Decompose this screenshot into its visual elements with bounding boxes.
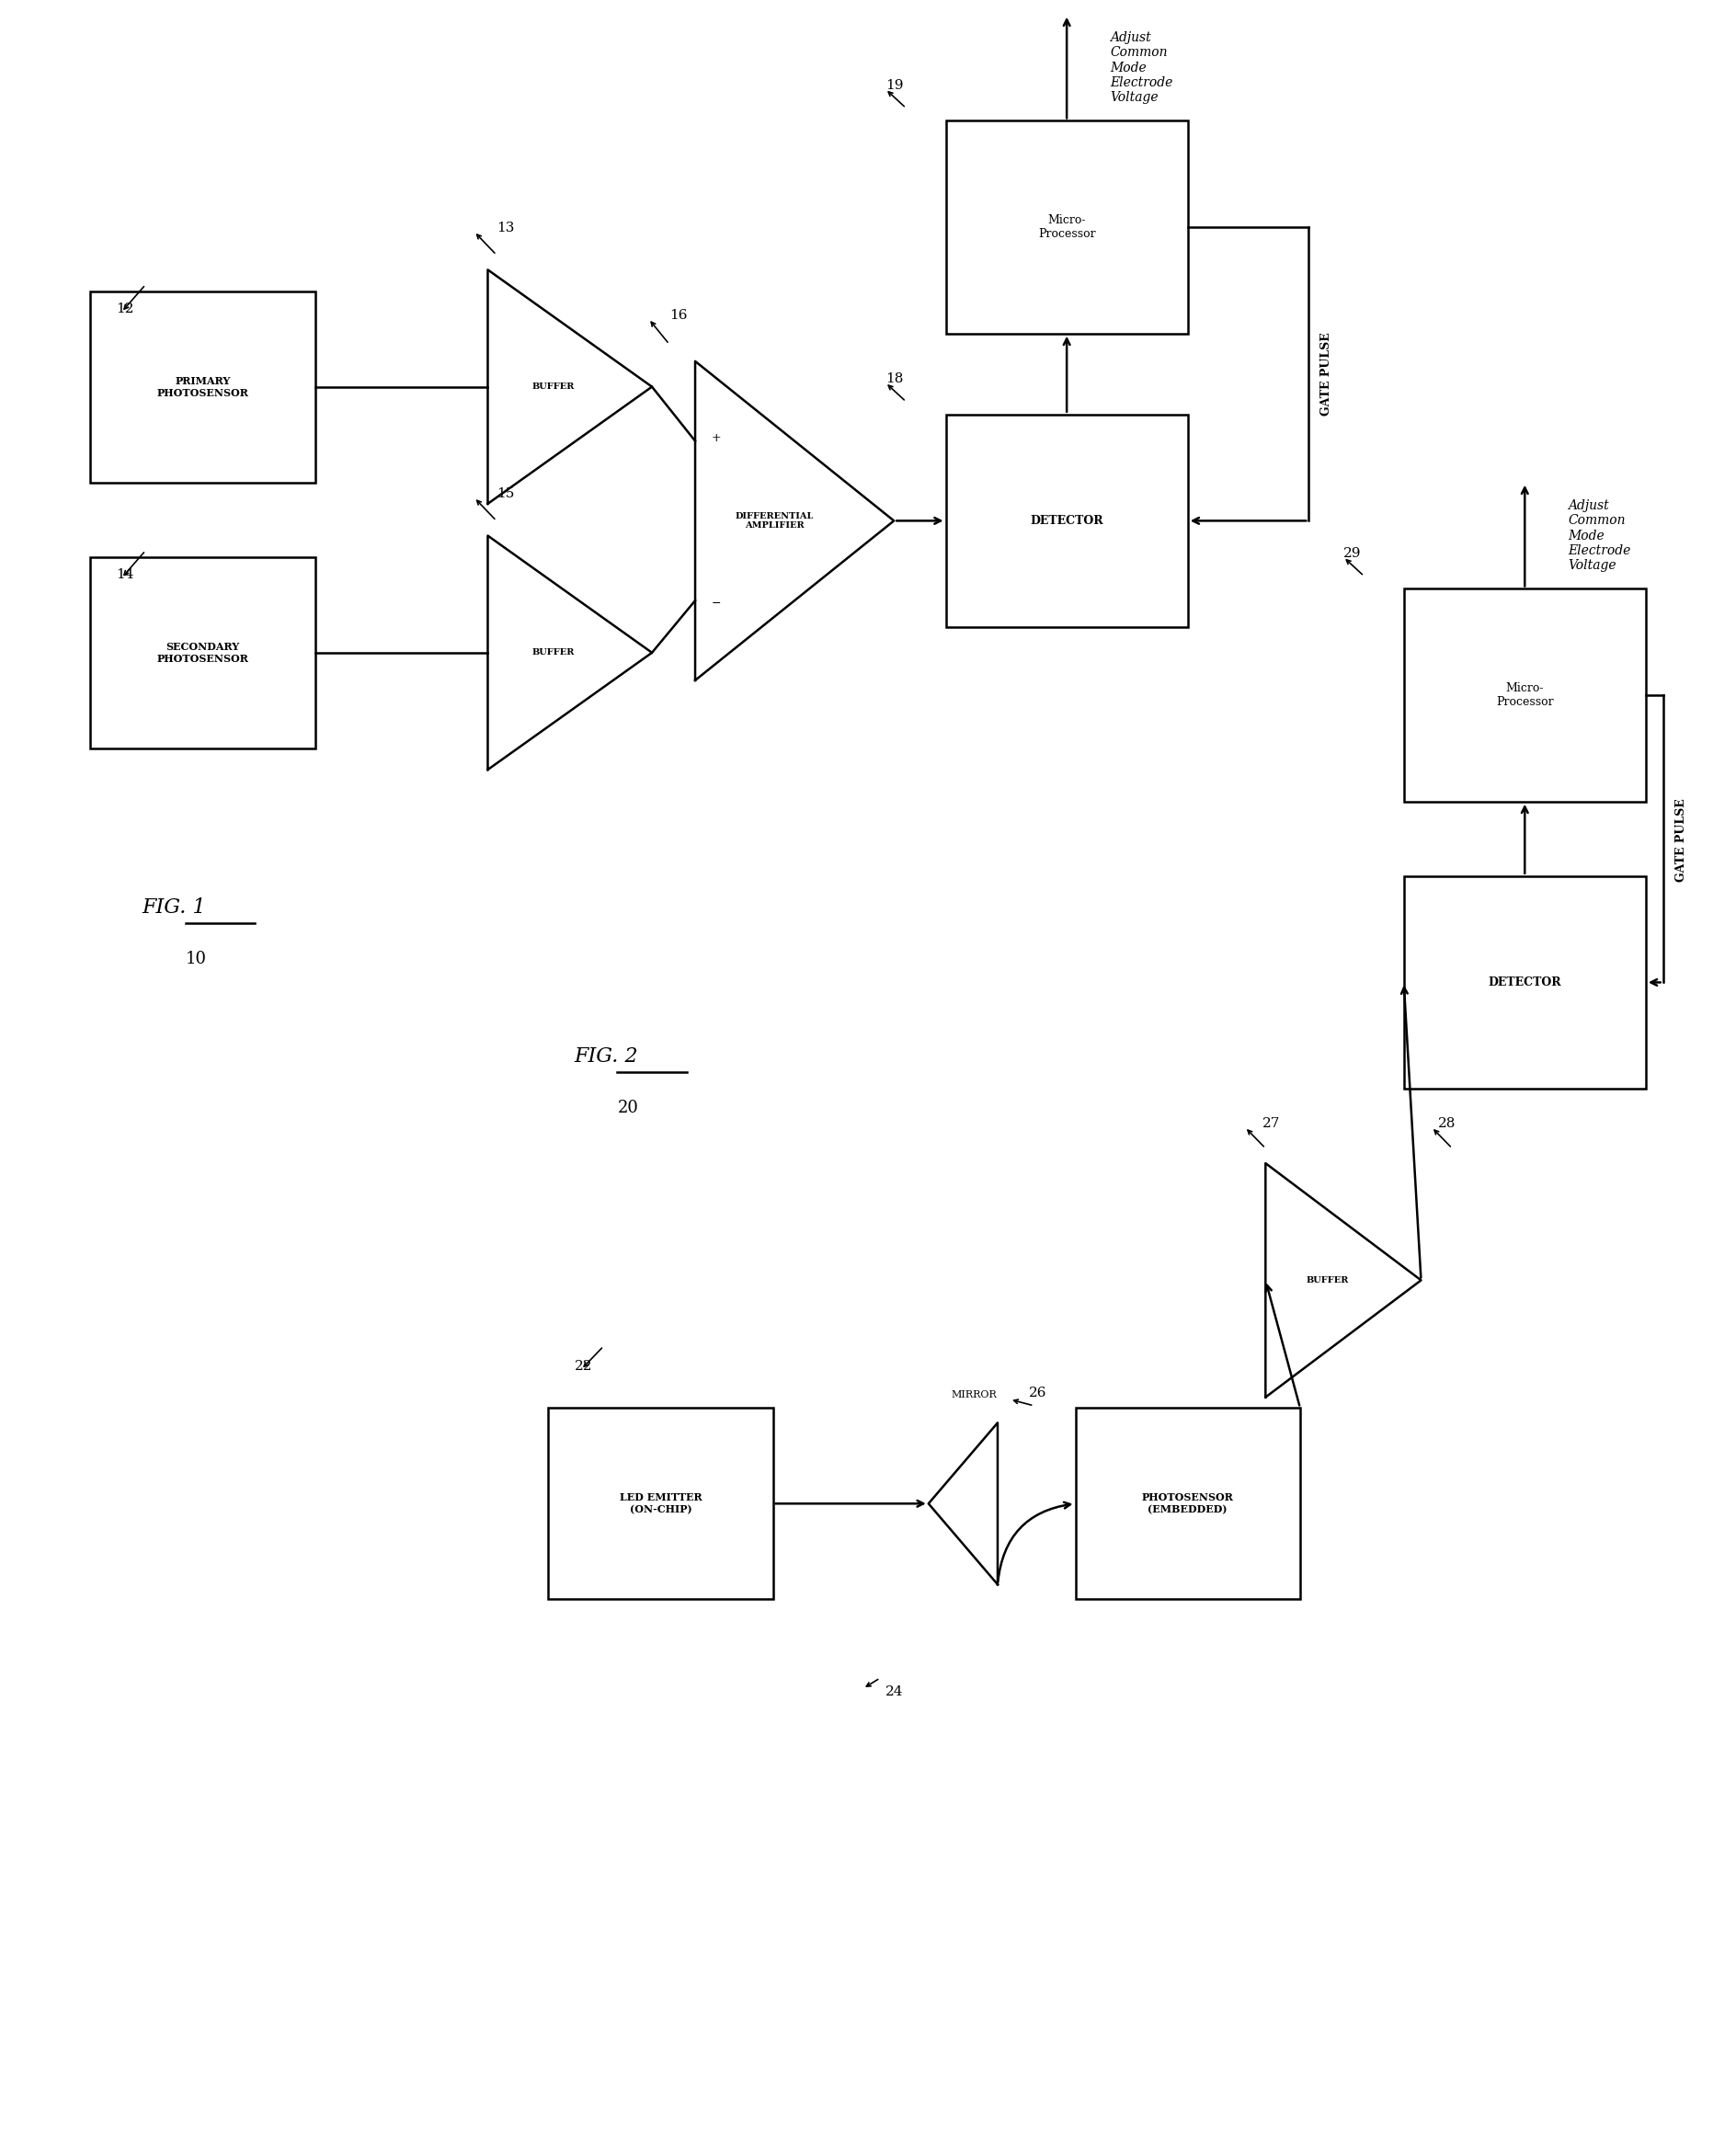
Text: DETECTOR: DETECTOR [1029, 515, 1104, 527]
Text: 27: 27 [1262, 1117, 1279, 1129]
Text: GATE PULSE: GATE PULSE [1675, 798, 1687, 882]
Text: BUFFER: BUFFER [533, 649, 575, 658]
Text: Adjust
Common
Mode
Electrode
Voltage: Adjust Common Mode Electrode Voltage [1568, 500, 1630, 572]
Bar [1075, 1407, 1300, 1599]
Bar [90, 290, 314, 483]
Text: Micro-
Processor: Micro- Processor [1038, 214, 1095, 239]
Text: MIRROR: MIRROR [951, 1390, 996, 1398]
Text: PRIMARY
PHOTOSENSOR: PRIMARY PHOTOSENSOR [156, 376, 248, 397]
Text: 12: 12 [116, 303, 134, 316]
Bar [549, 1407, 773, 1599]
Text: 26: 26 [1029, 1386, 1047, 1398]
Bar [1404, 589, 1646, 801]
Text: 20: 20 [618, 1100, 639, 1117]
Text: 10: 10 [186, 950, 207, 967]
Text: 14: 14 [116, 568, 134, 581]
Bar [90, 557, 314, 749]
Text: GATE PULSE: GATE PULSE [1321, 333, 1333, 416]
Text: 29: 29 [1344, 547, 1361, 559]
Text: FIG. 2: FIG. 2 [575, 1046, 639, 1068]
Text: 22: 22 [575, 1360, 592, 1373]
Text: +: + [712, 431, 720, 444]
Bar [1404, 875, 1646, 1089]
Text: BUFFER: BUFFER [533, 382, 575, 391]
Text: DETECTOR: DETECTOR [1488, 976, 1561, 989]
Text: 18: 18 [885, 371, 903, 384]
Text: 13: 13 [496, 222, 514, 235]
Text: 19: 19 [885, 79, 903, 92]
Text: Micro-
Processor: Micro- Processor [1496, 683, 1554, 709]
Text: −: − [712, 598, 720, 611]
Text: 28: 28 [1439, 1117, 1457, 1129]
Text: SECONDARY
PHOTOSENSOR: SECONDARY PHOTOSENSOR [156, 643, 248, 664]
Text: 24: 24 [885, 1685, 903, 1697]
Text: 15: 15 [496, 487, 514, 500]
Text: PHOTOSENSOR
(EMBEDDED): PHOTOSENSOR (EMBEDDED) [1142, 1492, 1234, 1514]
Text: 16: 16 [670, 310, 687, 322]
Text: FIG. 1: FIG. 1 [142, 899, 207, 918]
Text: BUFFER: BUFFER [1307, 1277, 1349, 1285]
Bar [946, 122, 1187, 333]
Text: DIFFERENTIAL
AMPLIFIER: DIFFERENTIAL AMPLIFIER [736, 512, 814, 529]
Text: LED EMITTER
(ON-CHIP): LED EMITTER (ON-CHIP) [620, 1492, 701, 1514]
Bar [946, 414, 1187, 628]
Text: Adjust
Common
Mode
Electrode
Voltage: Adjust Common Mode Electrode Voltage [1109, 32, 1174, 105]
